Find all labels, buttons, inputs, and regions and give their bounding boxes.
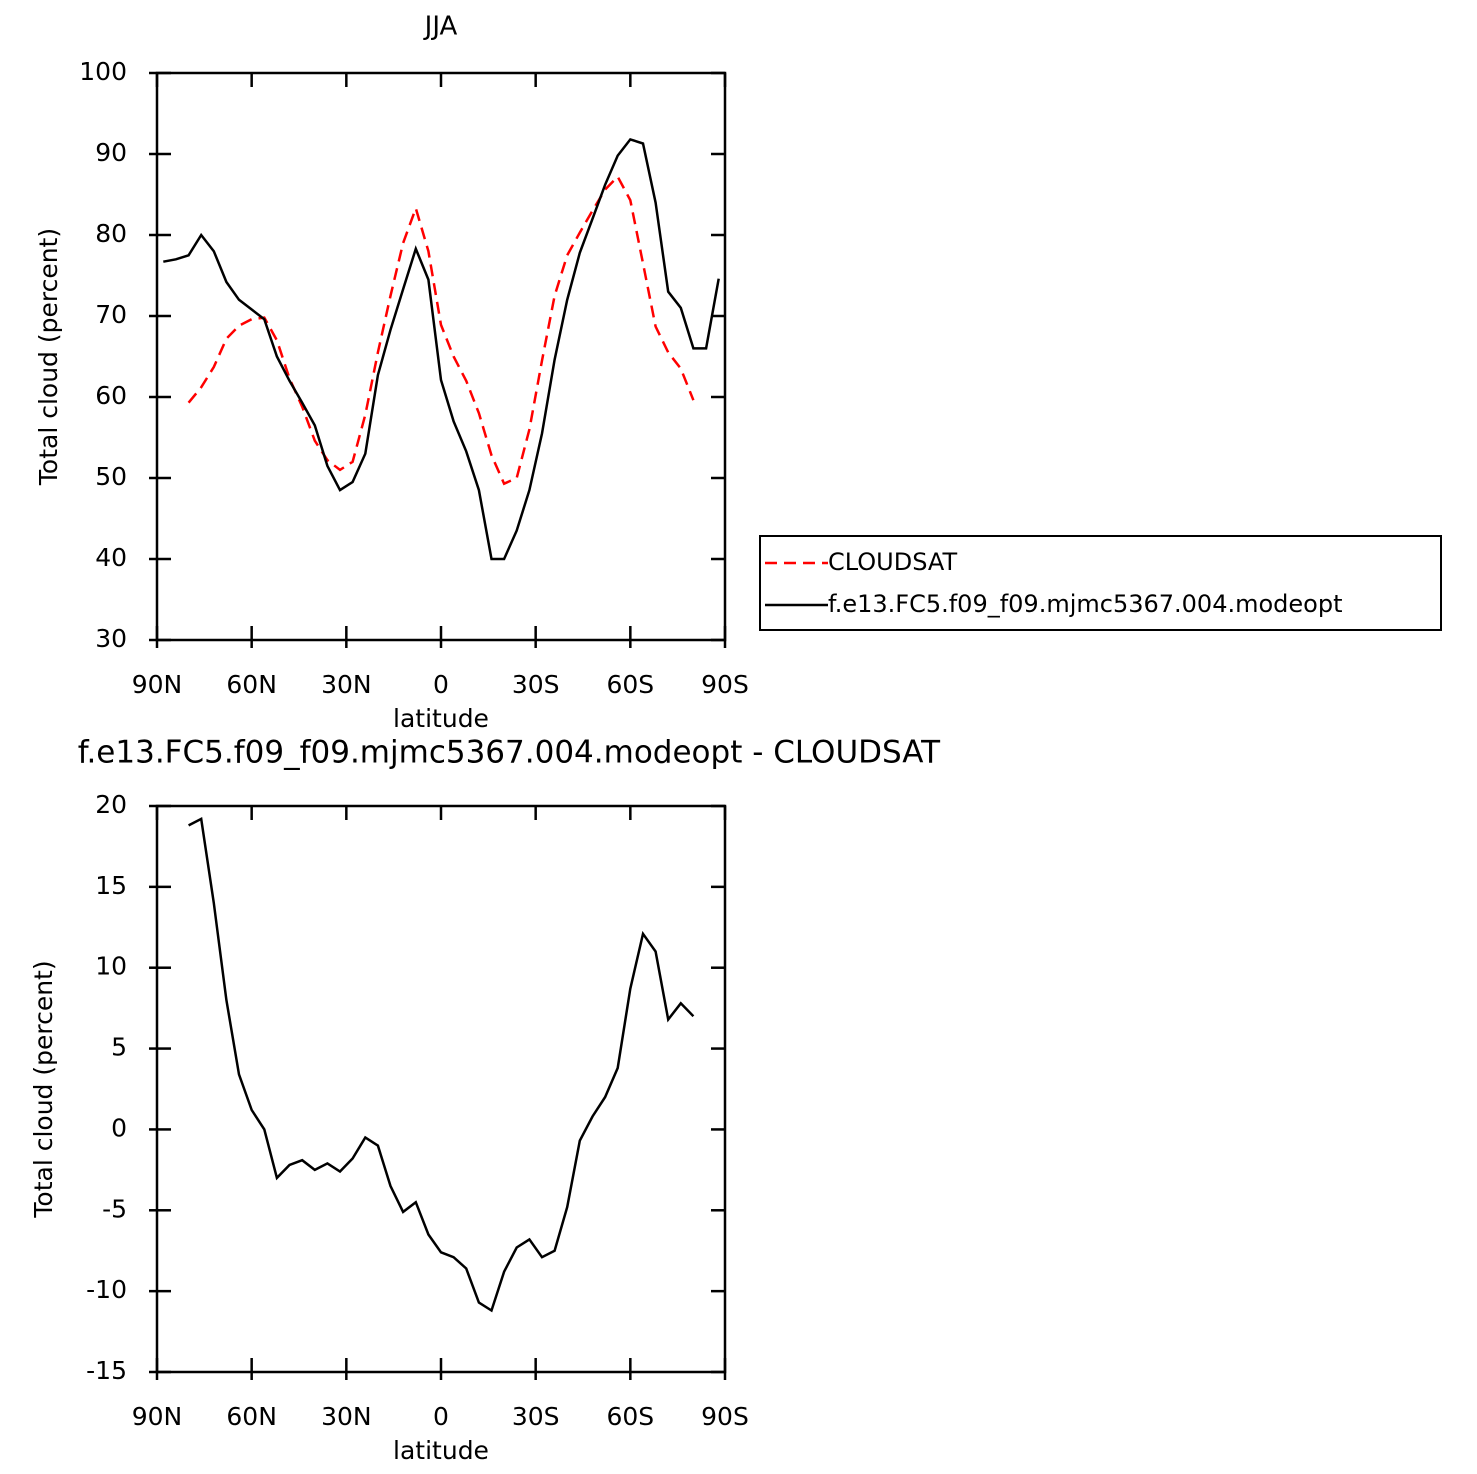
y-tick-label: 50 — [95, 462, 127, 491]
y-tick-label: 5 — [111, 1033, 127, 1062]
x-tick-label: 90N — [132, 670, 183, 699]
y-axis-label: Total cloud (percent) — [29, 960, 58, 1218]
y-tick-label: 100 — [79, 57, 127, 86]
x-tick-label: 60N — [226, 1402, 277, 1431]
x-tick-label: 0 — [433, 670, 449, 699]
legend-label: f.e13.FC5.f09_f09.mjmc5367.004.modeopt — [828, 590, 1343, 618]
y-tick-label: 15 — [95, 871, 127, 900]
plot-frame — [155, 71, 727, 642]
x-tick-label: 0 — [433, 1402, 449, 1431]
y-tick-label: 80 — [95, 219, 127, 248]
y-tick-label: 60 — [95, 381, 127, 410]
x-tick-label: 30N — [321, 670, 372, 699]
chart-title: f.e13.FC5.f09_f09.mjmc5367.004.modeopt -… — [78, 735, 941, 771]
x-tick-label: 90N — [132, 1402, 183, 1431]
y-tick-label: -15 — [86, 1356, 127, 1385]
x-tick-label: 60N — [226, 670, 277, 699]
legend-box — [759, 535, 1442, 631]
chart-title: JJA — [423, 12, 458, 42]
x-tick-label: 90S — [701, 1402, 749, 1431]
x-tick-label: 60S — [606, 670, 654, 699]
y-tick-label: 10 — [95, 952, 127, 981]
y-tick-label: -5 — [102, 1194, 127, 1223]
y-tick-label: 40 — [95, 543, 127, 572]
legend-label: CLOUDSAT — [828, 548, 957, 576]
x-tick-label: 30S — [512, 670, 560, 699]
y-tick-label: 30 — [95, 624, 127, 653]
x-tick-label: 60S — [606, 1402, 654, 1431]
y-tick-label: 0 — [111, 1113, 127, 1142]
series-line — [163, 137, 720, 561]
y-tick-label: 90 — [95, 138, 127, 167]
y-tick-label: 20 — [95, 790, 127, 819]
y-tick-label: -10 — [86, 1275, 127, 1304]
plot-frame — [155, 804, 727, 1374]
series-line — [188, 816, 695, 1313]
legend: CLOUDSAT f.e13.FC5.f09_f09.mjmc5367.004.m… — [759, 535, 1442, 631]
y-tick-label: 70 — [95, 300, 127, 329]
series-line — [187, 174, 695, 486]
x-tick-label: 30S — [512, 1402, 560, 1431]
y-axis-label: Total cloud (percent) — [34, 228, 63, 486]
x-tick-label: 90S — [701, 670, 749, 699]
x-tick-label: 30N — [321, 1402, 372, 1431]
x-axis-label: latitude — [393, 704, 489, 733]
x-axis-label: latitude — [393, 1436, 489, 1465]
